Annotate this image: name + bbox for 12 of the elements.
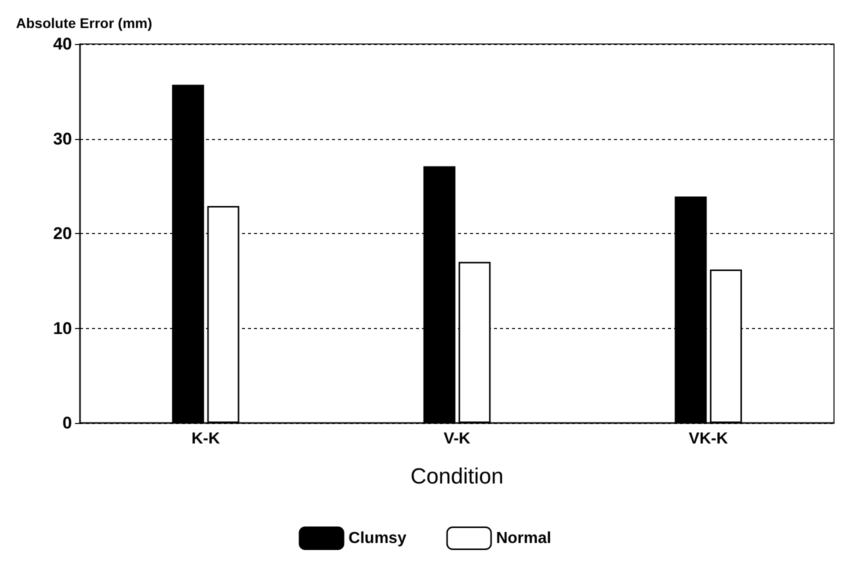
x-tick-label: K-K — [191, 430, 220, 448]
legend-label: Clumsy — [348, 530, 406, 547]
y-tick-label: 30 — [53, 129, 72, 148]
y-tick-label: 10 — [53, 318, 72, 338]
x-tick-label: V-K — [444, 430, 471, 448]
x-axis-title: Condition — [410, 464, 504, 488]
y-tick-label: 20 — [53, 224, 72, 243]
y-tick-label: 40 — [53, 34, 72, 54]
legend-label: Normal — [496, 530, 552, 547]
x-tick-label: VK-K — [688, 430, 728, 448]
y-tick-label: 0 — [62, 414, 72, 432]
y-axis-title: Absolute Error (mm) — [16, 15, 152, 31]
